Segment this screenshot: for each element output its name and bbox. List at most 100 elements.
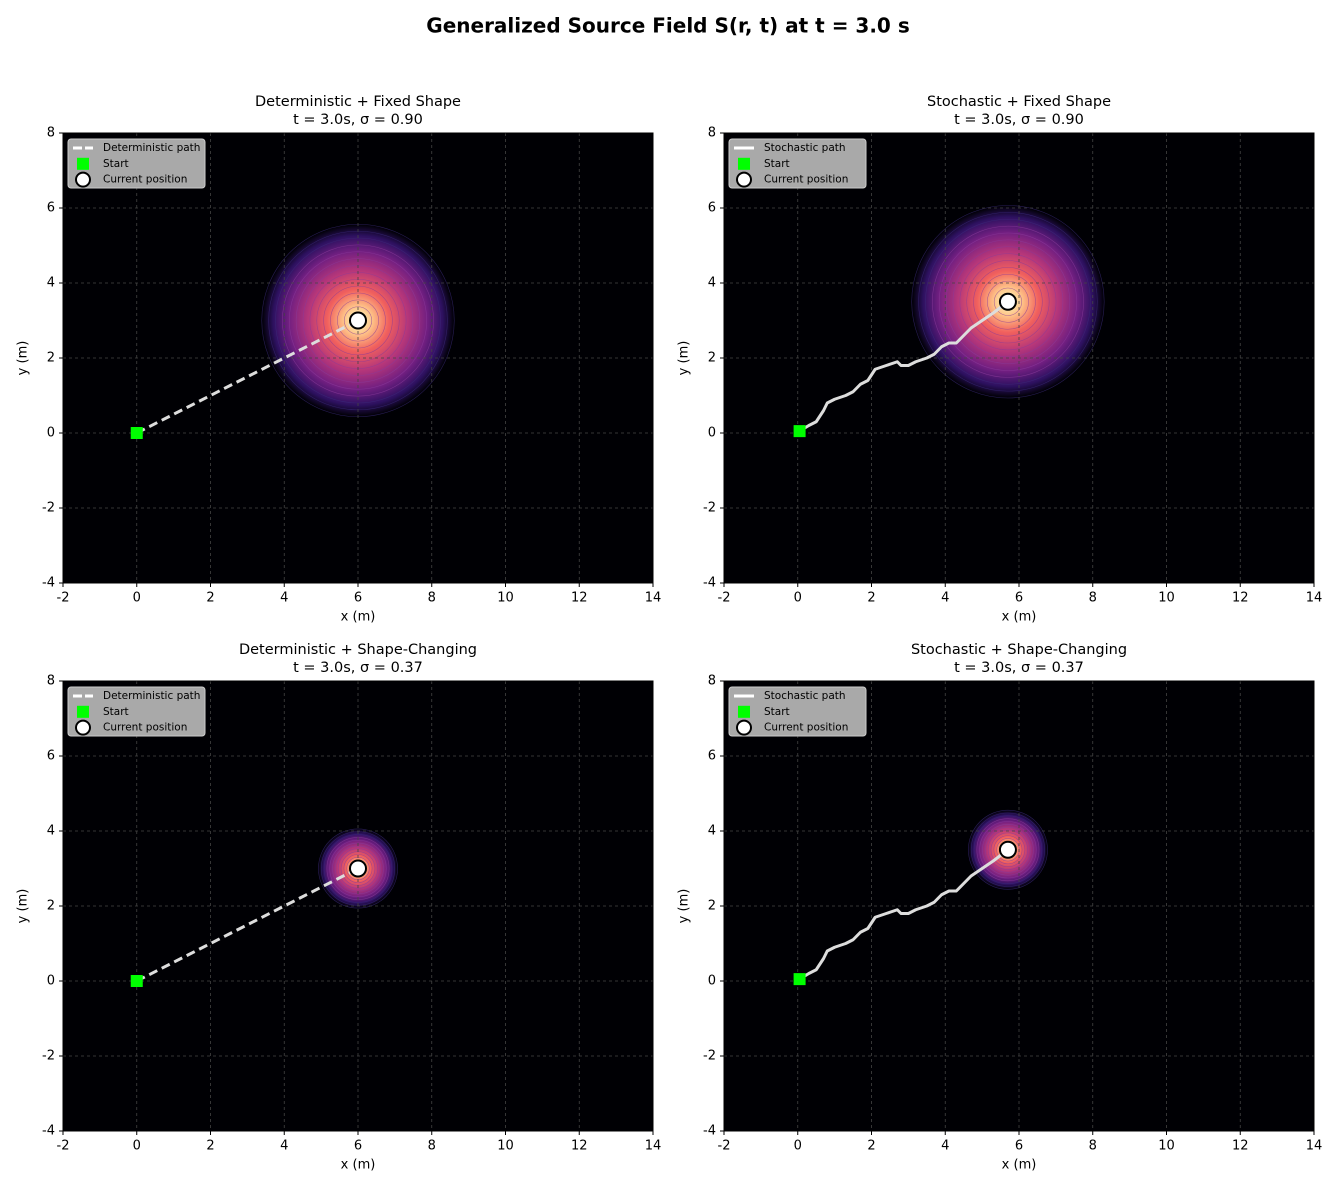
y-tick-label: 2 xyxy=(47,899,55,914)
start-marker xyxy=(130,427,143,439)
legend-label: Start xyxy=(103,158,129,170)
x-tick-label: 4 xyxy=(941,1139,949,1154)
start-marker xyxy=(793,973,806,986)
legend-box xyxy=(67,686,206,737)
current-position xyxy=(349,859,367,878)
y-tick-label: -4 xyxy=(42,1124,55,1139)
legend-label: Start xyxy=(764,158,790,170)
field-contour xyxy=(337,299,379,342)
legend-label: Stochastic path xyxy=(764,142,846,154)
x-tick-label: 2 xyxy=(867,591,875,606)
x-tick-label: 14 xyxy=(645,1139,662,1154)
chart-subtitle: t = 3.0s, σ = 0.37 xyxy=(293,660,423,676)
y-tick-label: 0 xyxy=(708,974,716,989)
legend-label: Start xyxy=(764,706,790,718)
field-contour xyxy=(980,273,1036,330)
figure-title: Generalized Source Field S(r, t) at t = … xyxy=(426,14,909,38)
x-tick-label: 8 xyxy=(428,591,436,606)
y-tick-label: 0 xyxy=(708,426,716,441)
legend-swatch xyxy=(77,157,89,170)
y-tick-label: -2 xyxy=(703,1049,716,1064)
field-contour xyxy=(979,821,1037,879)
chart-subtitle: t = 3.0s, σ = 0.90 xyxy=(293,112,423,128)
x-tick-label: -2 xyxy=(718,591,731,606)
y-axis-label: y (m) xyxy=(16,341,31,376)
legend-label: Stochastic path xyxy=(764,690,846,702)
x-tick-label: 14 xyxy=(1306,591,1323,606)
current-position xyxy=(349,311,367,330)
x-tick-label: 6 xyxy=(1015,1139,1023,1154)
chart-subtitle: t = 3.0s, σ = 0.37 xyxy=(954,660,1084,676)
y-tick-label: -2 xyxy=(42,501,55,516)
chart-subtitle: t = 3.0s, σ = 0.90 xyxy=(954,112,1084,128)
legend: Stochastic path Start Current position xyxy=(728,686,867,737)
legend-swatch xyxy=(75,719,91,736)
y-tick-label: 2 xyxy=(708,899,716,914)
x-tick-label: 2 xyxy=(867,1139,875,1154)
x-tick-label: 4 xyxy=(280,1139,288,1154)
x-axis-label: x (m) xyxy=(1002,1158,1037,1173)
field-contour xyxy=(337,848,379,889)
legend-label: Start xyxy=(103,706,129,718)
x-tick-label: 14 xyxy=(1306,1139,1323,1154)
y-tick-label: -4 xyxy=(703,1124,716,1139)
plot-content xyxy=(724,133,1314,583)
chart-title: Stochastic + Shape-Changing xyxy=(911,642,1127,658)
x-tick-label: 8 xyxy=(1089,591,1097,606)
legend-label: Current position xyxy=(103,174,187,186)
field-contour xyxy=(323,285,393,356)
legend-box xyxy=(728,138,867,189)
y-tick-label: 2 xyxy=(708,351,716,366)
field-contour xyxy=(343,854,373,883)
x-tick-label: 0 xyxy=(794,1139,802,1154)
x-tick-label: 4 xyxy=(941,591,949,606)
field-contour xyxy=(976,818,1040,882)
field-contour xyxy=(973,815,1043,884)
legend-label: Deterministic path xyxy=(103,142,200,154)
x-tick-label: 6 xyxy=(354,1139,362,1154)
field-contour xyxy=(968,809,1048,890)
y-tick-label: 0 xyxy=(47,426,55,441)
y-tick-label: 8 xyxy=(47,126,55,141)
legend-label: Current position xyxy=(764,722,848,734)
field-contour xyxy=(918,212,1098,392)
x-tick-label: 0 xyxy=(133,1139,141,1154)
x-tick-label: 10 xyxy=(1158,591,1175,606)
path-line xyxy=(798,848,1009,981)
x-tick-label: 10 xyxy=(497,591,514,606)
field-contour xyxy=(973,267,1043,337)
field-contour xyxy=(343,306,373,335)
plot-content xyxy=(724,681,1314,1131)
x-axis-label: x (m) xyxy=(341,610,376,625)
legend-label: Current position xyxy=(764,174,848,186)
x-tick-label: 12 xyxy=(571,591,588,606)
field-contour xyxy=(987,280,1029,323)
legend-box xyxy=(67,138,206,189)
x-tick-label: 12 xyxy=(1232,1139,1249,1154)
legend: Deterministic path Start Current position xyxy=(67,138,206,189)
x-tick-label: 12 xyxy=(571,1139,588,1154)
field-contour xyxy=(329,839,387,898)
y-tick-label: 8 xyxy=(47,674,55,689)
field-contour xyxy=(282,244,434,397)
legend: Deterministic path Start Current position xyxy=(67,686,206,737)
legend-label: Deterministic path xyxy=(103,690,200,702)
field-contour xyxy=(938,232,1077,371)
x-tick-label: -2 xyxy=(57,1139,70,1154)
x-tick-label: 10 xyxy=(1158,1139,1175,1154)
x-axis-label: x (m) xyxy=(341,1158,376,1173)
chart-title: Deterministic + Fixed Shape xyxy=(255,94,461,110)
y-tick-label: 4 xyxy=(708,276,716,291)
legend-swatch xyxy=(736,719,752,736)
y-axis-label: y (m) xyxy=(16,889,31,924)
y-tick-label: -4 xyxy=(42,576,55,591)
y-tick-label: -2 xyxy=(703,501,716,516)
start-marker xyxy=(130,975,143,987)
x-tick-label: 0 xyxy=(794,591,802,606)
legend-swatch xyxy=(738,705,750,718)
current-position xyxy=(998,840,1017,859)
y-tick-label: 8 xyxy=(708,126,716,141)
x-tick-label: 4 xyxy=(280,591,288,606)
x-axis-label: x (m) xyxy=(1002,610,1037,625)
